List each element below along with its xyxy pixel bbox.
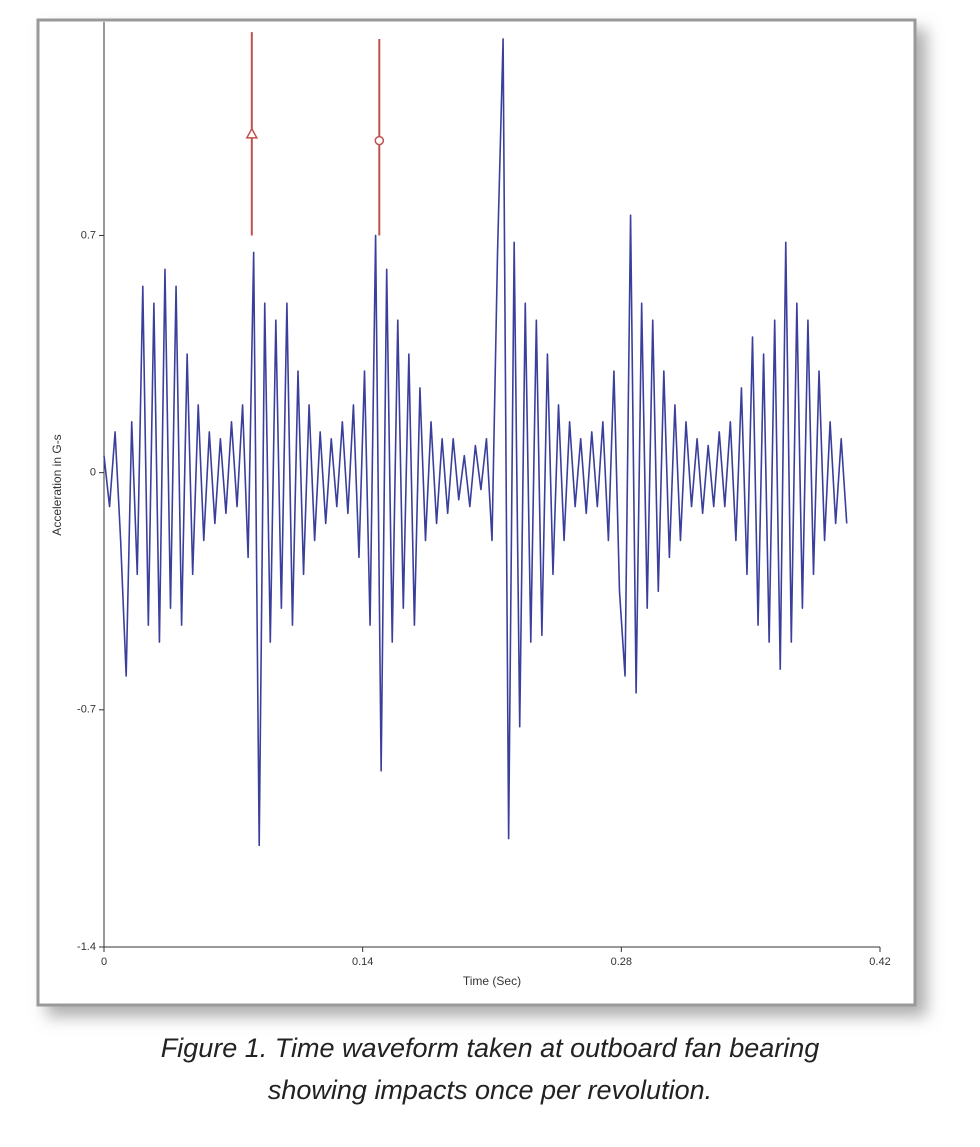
cursor-symbol xyxy=(245,127,259,139)
x-tick-label: 0.42 xyxy=(869,956,890,968)
x-tick-label: 0 xyxy=(101,956,107,968)
caption-line: showing impacts once per revolution. xyxy=(268,1075,712,1105)
x-tick-label: 0.28 xyxy=(611,956,632,968)
y-axis-title: Acceleration in G-s xyxy=(50,434,64,535)
waveform-line xyxy=(103,38,848,847)
y-tick-label: 0.7 xyxy=(81,229,96,241)
x-tick-label: 0.14 xyxy=(352,956,373,968)
y-tick-label: -0.7 xyxy=(77,704,96,716)
caption-line: Figure 1. Time waveform taken at outboar… xyxy=(161,1033,820,1063)
y-tick-label: 0 xyxy=(90,467,96,479)
cursor-symbol xyxy=(374,135,385,146)
x-axis-title: Time (Sec) xyxy=(463,974,521,988)
y-tick-label: -1.4 xyxy=(77,941,96,953)
